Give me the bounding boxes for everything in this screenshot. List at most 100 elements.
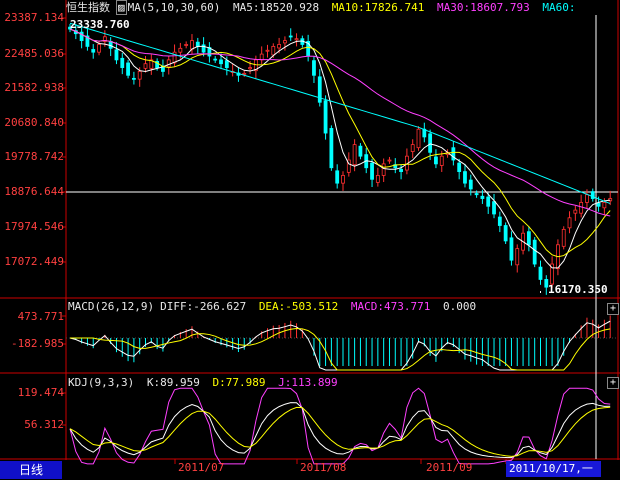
candle-body xyxy=(346,159,351,173)
macd-zero: 0.000 xyxy=(443,300,477,313)
candle-body xyxy=(166,59,171,68)
candle-body xyxy=(428,133,433,153)
candle-body xyxy=(294,38,299,41)
macd-diff: DIFF:-266.627 xyxy=(160,300,247,313)
candle-body xyxy=(265,49,270,52)
kdj-k: K:89.959 xyxy=(146,376,200,389)
ma60-line xyxy=(69,22,611,205)
y-tick: 19778.742 xyxy=(4,150,64,163)
candle-body xyxy=(468,179,473,190)
candle-body xyxy=(155,61,160,68)
candle-body xyxy=(602,202,607,209)
ma10-value: MA10:17826.741 xyxy=(331,1,425,14)
kdj-header: KDJ(9,3,3) K:89.959 D:77.989 J:113.899 xyxy=(68,376,344,390)
candle-body xyxy=(544,279,549,288)
y-tick: 23387.134 xyxy=(4,11,64,24)
candle-body xyxy=(590,191,595,199)
macd-dea-line xyxy=(70,327,611,371)
candle-body xyxy=(387,159,392,162)
candle-body xyxy=(497,216,502,226)
candle-body xyxy=(486,196,491,207)
y-tick: 20680.840 xyxy=(4,116,64,129)
candle-body xyxy=(329,128,334,169)
macd-macd: MACD:473.771 xyxy=(350,300,431,313)
candle-body xyxy=(195,41,200,47)
macd-expand-button[interactable]: + xyxy=(607,303,619,315)
candle-body xyxy=(585,194,589,203)
candle-body xyxy=(312,60,316,76)
candle-body xyxy=(352,144,357,166)
candle-body xyxy=(439,155,444,166)
candle-body xyxy=(172,51,177,64)
candle-body xyxy=(68,26,72,30)
candle-body xyxy=(480,195,485,199)
x-tick: 2011/07 xyxy=(178,461,225,474)
candle-body xyxy=(457,162,462,172)
candle-body xyxy=(114,49,119,61)
index-title: 恒生指数 xyxy=(66,1,110,14)
candle-body xyxy=(271,45,276,56)
main-header: 恒生指数 ▨ MA(5,10,30,60) MA5:18520.928 MA10:1… xyxy=(66,0,582,15)
candle-body xyxy=(410,144,415,152)
candle-body xyxy=(149,59,154,69)
candle-body xyxy=(416,128,421,149)
ma-icon[interactable]: ▨ xyxy=(116,0,127,15)
candle-body xyxy=(219,59,223,65)
candle-body xyxy=(126,62,130,76)
candle-body xyxy=(579,202,584,214)
kdj-y-tick: 56.312 xyxy=(24,418,64,431)
candle-body xyxy=(561,228,566,247)
candle-body xyxy=(538,266,543,280)
kdj-expand-button[interactable]: + xyxy=(607,377,619,389)
macd-header: MACD(26,12,9) DIFF:-266.627 DEA:-503.512 … xyxy=(68,300,482,314)
high-price-label: 23338.760 xyxy=(70,18,130,31)
candle-body xyxy=(358,145,363,157)
candle-body xyxy=(375,175,380,183)
candle-body xyxy=(85,35,90,47)
candle-body xyxy=(503,225,508,242)
ma30-line xyxy=(69,28,611,217)
candle-body xyxy=(381,163,386,176)
candle-body xyxy=(242,72,247,75)
candle-body xyxy=(102,36,107,42)
candle-body xyxy=(79,31,84,42)
y-tick: 17072.449 xyxy=(4,255,64,268)
candle-body xyxy=(283,40,287,44)
candle-body xyxy=(492,201,496,215)
candle-body xyxy=(399,168,403,172)
candle-body xyxy=(131,77,136,80)
candle-body xyxy=(248,67,252,70)
y-tick: 22485.036 xyxy=(4,47,64,60)
candle-body xyxy=(277,44,282,49)
candle-body xyxy=(120,57,125,68)
candle-body xyxy=(341,175,345,184)
tab-daily[interactable]: 日线 xyxy=(0,461,62,479)
ma5-line xyxy=(69,28,611,269)
kdj-j: J:113.899 xyxy=(278,376,338,389)
candle-body xyxy=(91,49,96,53)
candle-body xyxy=(178,47,183,53)
macd-params: MACD(26,12,9) xyxy=(68,300,155,313)
candle-body xyxy=(190,40,194,50)
x-tick: 2011/09 xyxy=(426,461,473,474)
x-tick: 2011/08 xyxy=(300,461,347,474)
candle-body xyxy=(451,147,456,161)
kdj-d: D:77.989 xyxy=(212,376,266,389)
kdj-d-line xyxy=(69,406,611,457)
macd-dea: DEA:-503.512 xyxy=(258,300,339,313)
candle-body xyxy=(224,60,229,68)
candle-body xyxy=(608,198,613,202)
candle-body xyxy=(370,162,374,180)
y-tick: 18876.644 xyxy=(4,185,64,198)
candle-body xyxy=(567,217,572,229)
ma60-value: MA60: xyxy=(542,1,576,14)
candle-body xyxy=(143,63,148,69)
candle-body xyxy=(526,231,531,246)
candle-body xyxy=(550,263,555,285)
kdj-params: KDJ(9,3,3) xyxy=(68,376,135,389)
candle-body xyxy=(97,44,101,53)
candle-body xyxy=(515,248,520,266)
candle-body xyxy=(463,171,467,184)
